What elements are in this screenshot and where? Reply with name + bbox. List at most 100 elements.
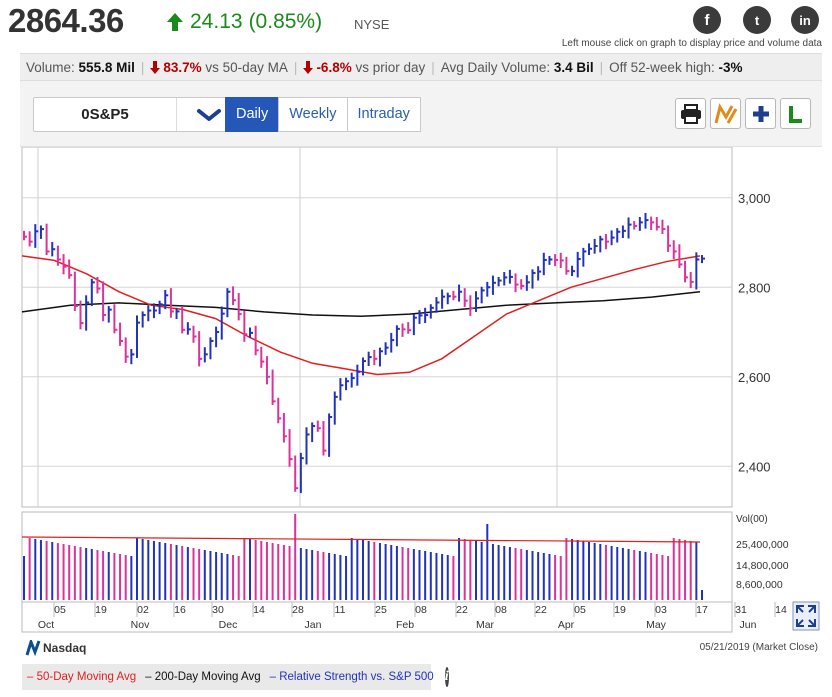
volume-bar [316, 551, 319, 600]
volume-bar [186, 547, 189, 600]
volume-bar [491, 544, 494, 600]
volume-bar [136, 538, 138, 600]
x-day-label: 11 [335, 604, 346, 616]
volume-bar [181, 546, 184, 600]
volume-bar [627, 549, 630, 600]
twitter-icon[interactable]: t [743, 6, 771, 34]
volume-ma-line [21, 536, 701, 543]
volume-bar [23, 556, 25, 600]
x-day-label: 14 [775, 604, 787, 616]
linear-log-button[interactable] [780, 98, 811, 129]
volume-bar [593, 543, 596, 600]
down-arrow-icon [150, 60, 161, 74]
volume-bar [249, 539, 251, 600]
volume-bar [350, 538, 353, 600]
info-icon[interactable]: i [444, 667, 449, 687]
volume-bar [175, 545, 178, 600]
linkedin-icon[interactable]: in [791, 6, 819, 34]
volume-label: Volume: [26, 59, 75, 75]
volume-bar [328, 553, 331, 600]
volume-bar [514, 548, 517, 600]
volume-bar [407, 548, 410, 600]
volume-bar [158, 542, 161, 600]
annotate-button[interactable] [710, 98, 741, 129]
volume-bar [610, 546, 613, 600]
chart-draw-icon [714, 102, 737, 124]
volume-bar [378, 543, 381, 600]
tab-weekly[interactable]: Weekly [278, 97, 348, 132]
volume-bar [384, 544, 387, 600]
x-day-label: 25 [375, 604, 387, 616]
volume-bar [418, 550, 421, 600]
volume-bar [362, 540, 364, 600]
volume-bar [367, 541, 370, 600]
print-button[interactable] [675, 98, 706, 129]
volume-bar [503, 546, 506, 600]
volume-bar [604, 545, 607, 600]
price-chart[interactable]: 3,000 2,800 2,600 2,400 Vol(00) 25,400,000 1… [0, 147, 832, 635]
add-indicator-button[interactable] [745, 98, 776, 129]
volume-bar [96, 550, 99, 600]
volume-bar [152, 541, 155, 600]
volume-bar [542, 553, 545, 600]
printer-icon [680, 103, 701, 124]
volume-bar [39, 540, 42, 600]
volume-bar [576, 540, 579, 600]
vsprior-label: vs prior day [355, 59, 426, 75]
change-value: 24.13 [190, 10, 243, 33]
volume-bar [395, 546, 398, 600]
symbol-selector[interactable]: 0S&P5 [33, 97, 241, 132]
x-day-label: 08 [415, 604, 427, 616]
volume-bar [333, 554, 336, 600]
symbol-value: 0S&P5 [81, 106, 129, 123]
volume-bar [548, 554, 551, 600]
volume-bar [390, 545, 393, 600]
volume-bar [508, 547, 511, 600]
ma50-line [21, 255, 701, 376]
x-day-label: 22 [535, 604, 547, 616]
legend-relative-strength: – Relative Strength vs. S&P 500 [269, 671, 434, 683]
x-month-label: Apr [558, 619, 575, 631]
x-month-label: Jun [740, 619, 757, 631]
tab-intraday[interactable]: Intraday [346, 97, 421, 132]
volume-bar [475, 541, 477, 600]
volume-bar [412, 549, 415, 600]
volume-bar [565, 538, 568, 600]
expand-chart-button[interactable] [792, 601, 820, 631]
x-day-label: 19 [95, 604, 107, 616]
volume-bar [531, 551, 534, 600]
volume-bar [537, 552, 540, 600]
volume-bar [373, 542, 376, 600]
x-day-label: 22 [456, 604, 468, 616]
volume-bar [661, 555, 664, 600]
volume-bar [260, 541, 263, 600]
volume-panel [21, 511, 733, 603]
volume-bar [226, 554, 229, 600]
volume-bar [282, 545, 285, 600]
volume-bar [265, 542, 268, 600]
tab-daily[interactable]: Daily [225, 97, 280, 132]
volume-bar [85, 548, 88, 600]
y-tick-label: 2,600 [738, 370, 771, 385]
volume-bar [45, 541, 48, 600]
facebook-icon[interactable]: f [693, 6, 721, 34]
volume-bar [56, 543, 59, 600]
volume-bar [672, 538, 675, 600]
volume-bar [254, 540, 257, 600]
x-month-label: Oct [38, 619, 54, 631]
symbol-dropdown[interactable] [176, 98, 240, 131]
volume-bar [452, 556, 455, 600]
x-month-label: Nov [131, 619, 150, 631]
nasdaq-logo-icon [25, 640, 41, 656]
x-day-label: 05 [54, 604, 66, 616]
volume-bar [237, 556, 240, 600]
volume-bar [599, 544, 602, 600]
volume-tick-label: 25,400,000 [736, 539, 789, 551]
legend-ma200: – 200-Day Moving Avg [145, 671, 261, 683]
volume-bar [215, 552, 218, 600]
x-month-label: Dec [219, 619, 238, 631]
x-day-label: 30 [212, 604, 224, 616]
vsprior-value: -6.8% [316, 59, 352, 75]
vs50-label: vs 50-day MA [205, 59, 288, 75]
chevron-down-icon [196, 108, 221, 121]
